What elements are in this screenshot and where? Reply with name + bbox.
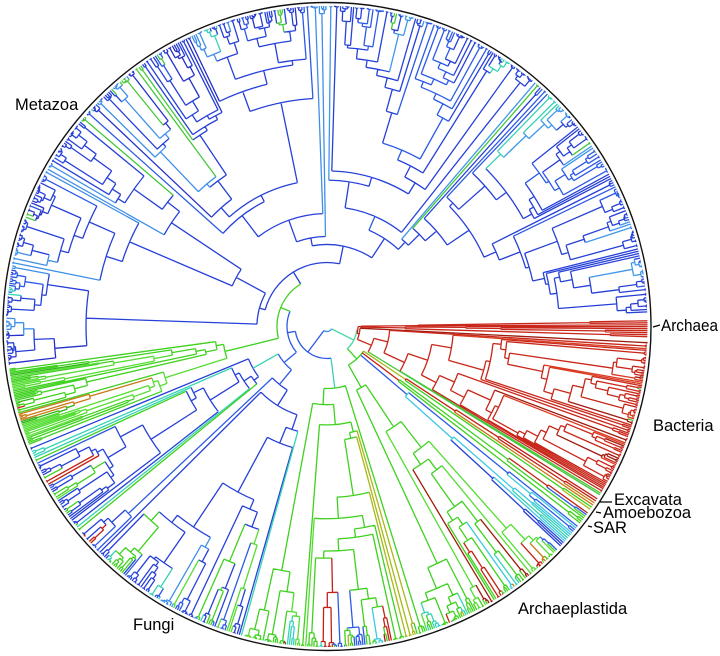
svg-text:Amoebozoa: Amoebozoa [603,504,692,522]
svg-text:Bacteria: Bacteria [653,417,714,435]
svg-text:Metazoa: Metazoa [15,96,79,114]
svg-text:SAR: SAR [593,519,627,537]
svg-text:Archaea: Archaea [661,317,719,335]
svg-text:Excavata: Excavata [614,491,683,509]
svg-text:Archaeplastida: Archaeplastida [518,600,628,618]
svg-text:Fungi: Fungi [133,616,174,634]
